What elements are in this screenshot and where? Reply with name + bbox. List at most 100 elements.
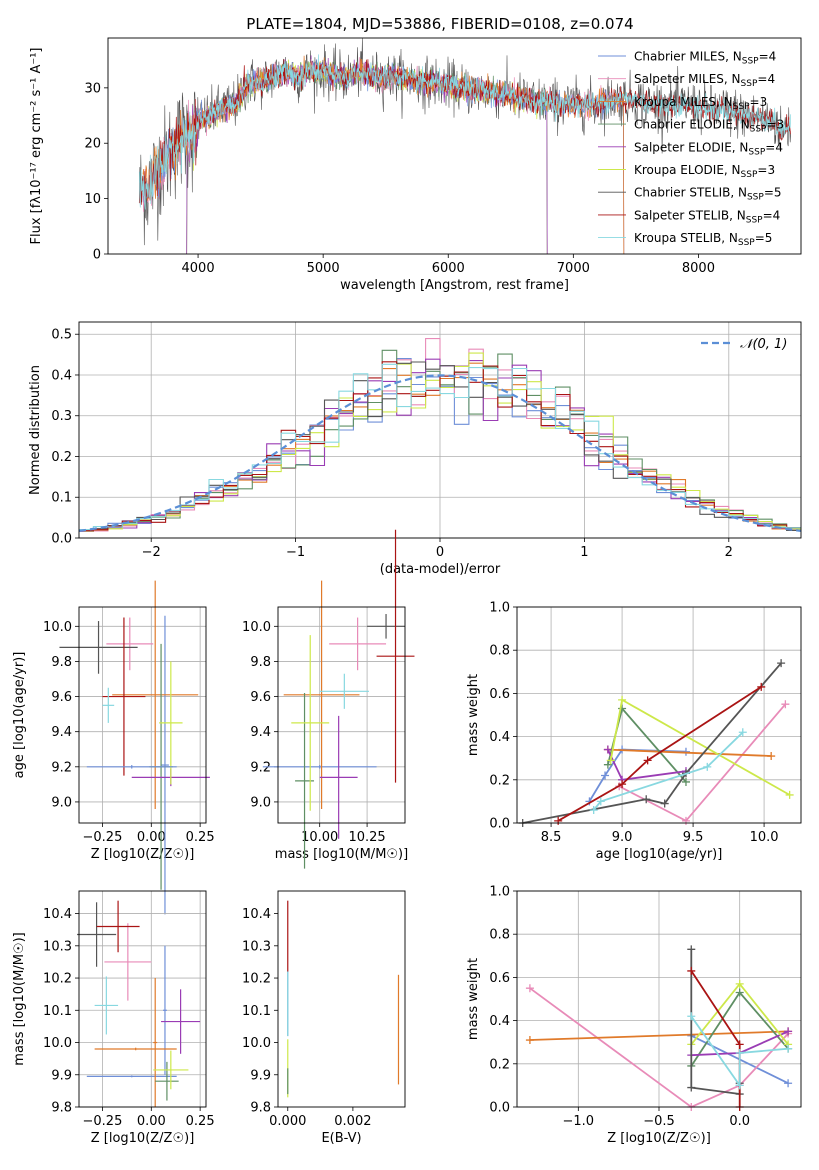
- y-tick-label: 10.0: [242, 620, 271, 635]
- spectrum-axes: [104, 87, 699, 258]
- series-line-chabrier-elodie: [607, 706, 687, 783]
- legend-entry: Chabrier ELODIE, NSSP=3: [634, 118, 784, 135]
- y-tick-label: 9.8: [250, 1101, 271, 1116]
- x-tick-label: −0.5: [643, 1114, 675, 1129]
- y-axis-label: Flux [fλ10⁻¹⁷ erg cm⁻² s⁻¹ A⁻¹]: [29, 48, 44, 245]
- x-axis-label: mass [log10(M/M☉)]: [275, 847, 408, 862]
- x-tick-label: −1.0: [563, 1114, 595, 1129]
- plus-marker: [554, 816, 563, 825]
- x-tick-label: −2: [142, 545, 161, 560]
- y-tick-label: 9.6: [250, 690, 271, 705]
- axes-frame: [78, 890, 207, 1108]
- y-tick-label: 10.3: [242, 939, 271, 954]
- x-tick-label: 10.0: [750, 830, 779, 845]
- plus-marker: [785, 790, 794, 799]
- y-tick-label: 9.8: [250, 655, 271, 670]
- plus-marker: [525, 984, 534, 993]
- plus-marker: [601, 771, 610, 780]
- x-tick-label: 9.0: [612, 830, 633, 845]
- legend-entry: Salpeter MILES, NSSP=4: [634, 72, 775, 89]
- x-tick-label: 0.00: [137, 830, 166, 845]
- y-axis-label: mass weight: [466, 674, 481, 756]
- histogram-salpeter-elodie: [79, 358, 801, 532]
- y-tick-label: 0.3: [51, 409, 72, 424]
- x-tick-label: 0.002: [334, 1114, 371, 1129]
- y-axis-label: age [log10(age/yr)]: [12, 652, 27, 779]
- y-tick-label: 9.8: [51, 655, 72, 670]
- age-vs-Z-errorbars: [59, 580, 210, 915]
- y-tick-label: 0.1: [51, 491, 72, 506]
- y-axis-label: mass [log10(M/M☉)]: [12, 932, 27, 1065]
- plus-marker: [618, 695, 627, 704]
- legend-entry: Salpeter STELIB, NSSP=4: [634, 208, 780, 225]
- axes-frame: [78, 321, 802, 539]
- plus-marker: [777, 659, 786, 668]
- y-axis-label: mass weight: [466, 958, 481, 1040]
- y-tick-label: 0.4: [489, 1014, 510, 1029]
- x-tick-label: 0.25: [186, 830, 215, 845]
- age-vs-mass-axes: [274, 607, 405, 827]
- x-tick-label: 0.00: [137, 1114, 166, 1129]
- plus-marker: [618, 704, 627, 713]
- y-tick-label: 0.2: [489, 1057, 510, 1072]
- plus-marker: [687, 1012, 696, 1021]
- age-vs-mass-errorbars: [262, 529, 415, 869]
- histogram-salpeter-stelib: [79, 361, 801, 532]
- plus-marker: [735, 988, 744, 997]
- plus-marker: [687, 945, 696, 954]
- plus-marker: [606, 756, 615, 765]
- y-tick-label: 20: [84, 137, 101, 152]
- y-tick-label: 0.8: [489, 928, 510, 943]
- x-axis-label: Z [log10(Z/Z☉)]: [91, 1131, 195, 1146]
- y-tick-label: 10.3: [43, 939, 72, 954]
- y-tick-label: 9.4: [250, 725, 271, 740]
- y-tick-label: 0.0: [489, 1101, 510, 1116]
- plus-marker: [603, 745, 612, 754]
- y-tick-label: 9.2: [250, 760, 271, 775]
- x-tick-label: 10.00: [301, 830, 338, 845]
- histograms: [79, 338, 801, 532]
- y-tick-label: 0.2: [51, 450, 72, 465]
- y-tick-label: 0: [93, 248, 101, 263]
- y-tick-label: 0.2: [489, 773, 510, 788]
- series-line-chabrier-stelib: [690, 949, 741, 1096]
- weight-vs-Z-axes: [513, 890, 801, 1111]
- plus-marker: [767, 752, 776, 761]
- y-tick-label: 0.5: [51, 328, 72, 343]
- plus-marker: [681, 816, 690, 825]
- legend-entry: Kroupa MILES, NSSP=3: [634, 95, 767, 112]
- y-tick-label: 9.0: [250, 795, 271, 810]
- y-tick-label: 0.4: [51, 368, 72, 383]
- series-line-kroupa-elodie: [609, 698, 791, 796]
- y-tick-label: 0.0: [51, 532, 72, 547]
- age-vs-Z-axes: [75, 607, 206, 827]
- y-tick-label: 0.6: [489, 971, 510, 986]
- plus-marker: [703, 762, 712, 771]
- plus-marker: [735, 979, 744, 988]
- series-line-kroupa-stelib: [593, 731, 744, 811]
- spectrum-legend: Chabrier MILES, NSSP=4 Salpeter MILES, NS…: [598, 50, 784, 248]
- series-line-kroupa-miles: [529, 1030, 789, 1041]
- x-tick-label: 0.25: [186, 1114, 215, 1129]
- x-axis-label: Z [log10(Z/Z☉)]: [607, 1131, 711, 1146]
- y-tick-label: 10.4: [242, 907, 271, 922]
- x-axis-label: wavelength [Angstrom, rest frame]: [340, 278, 569, 293]
- axes-frame: [78, 606, 207, 824]
- axes-frame: [107, 37, 802, 255]
- plus-marker: [589, 806, 598, 815]
- plus-marker: [660, 799, 669, 808]
- spectrum-lines: [138, 38, 792, 254]
- x-tick-label: −0.25: [83, 1114, 123, 1129]
- x-tick-label: 8000: [682, 261, 715, 276]
- x-axis-label: Z [log10(Z/Z☉)]: [91, 847, 195, 862]
- y-tick-label: 9.0: [51, 795, 72, 810]
- plus-marker: [687, 966, 696, 975]
- y-tick-label: 1.0: [489, 885, 510, 900]
- axes-frame: [516, 606, 802, 824]
- weight-vs-age-axes: [513, 606, 801, 827]
- y-tick-label: 0.0: [489, 817, 510, 832]
- y-tick-label: 9.9: [51, 1068, 72, 1083]
- plus-marker: [643, 756, 652, 765]
- y-tick-label: 10.0: [43, 620, 72, 635]
- y-tick-label: 10.2: [43, 972, 72, 987]
